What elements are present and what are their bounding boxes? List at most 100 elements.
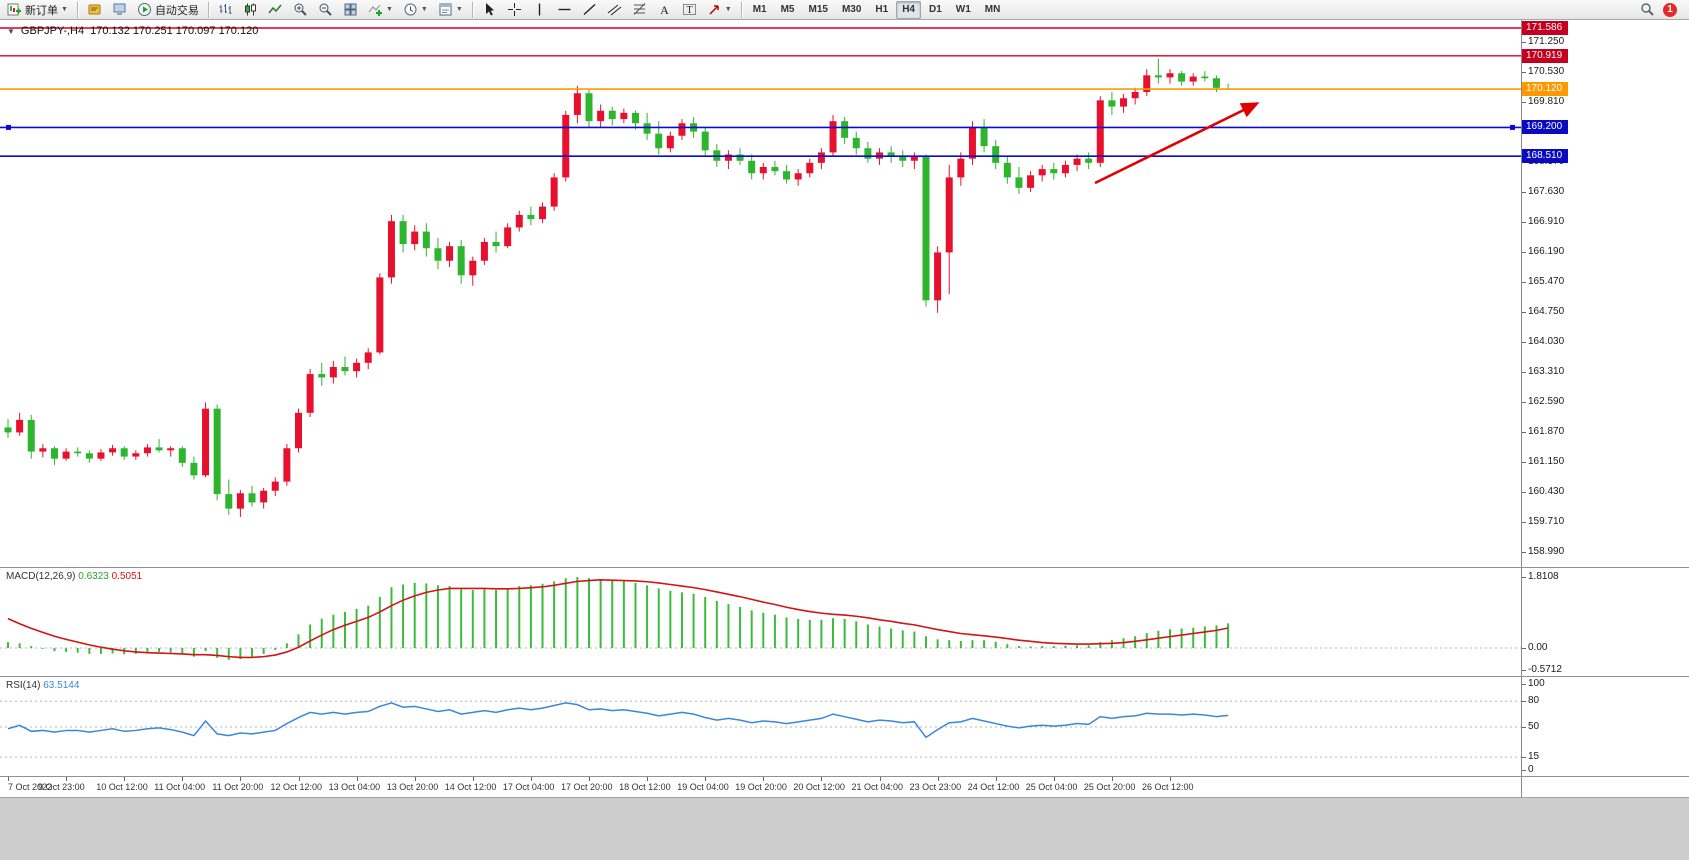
pane-separator-macd[interactable]: [0, 567, 1689, 568]
price-tick-label: 171.250: [1521, 35, 1565, 47]
bar-chart-button[interactable]: [214, 1, 237, 19]
text-label-tool-button[interactable]: T: [678, 1, 701, 19]
price-chart[interactable]: ▼ GBPJPY-,H4 170.132 170.251 170.097 170…: [0, 20, 1521, 797]
candle-body: [167, 448, 175, 451]
line-handle[interactable]: [6, 124, 11, 130]
candle-body: [934, 252, 942, 301]
terminal-icon: [113, 3, 126, 15]
toolbar-separator: [76, 1, 78, 18]
search-icon[interactable]: [1640, 2, 1655, 17]
timeframe-button-d1[interactable]: D1: [923, 1, 948, 19]
terminal-button[interactable]: [108, 1, 131, 19]
candle-body: [62, 451, 70, 459]
zoom-out-icon: [319, 3, 332, 16]
chevron-down-icon: ▼: [385, 6, 393, 13]
zoom-out-button[interactable]: [314, 1, 337, 19]
toolbar: 新订单 ▼ 自动交易 ▼ ▼ ▼: [0, 0, 1689, 20]
timeframe-button-m15[interactable]: M15: [803, 1, 834, 19]
text-tool-button[interactable]: A: [653, 1, 676, 19]
rsi-scale-label: 15: [1521, 750, 1540, 762]
notification-badge[interactable]: 1: [1663, 2, 1677, 17]
timeframe-button-w1[interactable]: W1: [950, 1, 977, 19]
fibonacci-tool-button[interactable]: [628, 1, 651, 19]
candle-body: [1201, 76, 1209, 79]
timeframe-button-m30[interactable]: M30: [836, 1, 867, 19]
chevron-down-icon: ▼: [455, 6, 463, 13]
macd-main-value: 0.6323: [78, 571, 109, 582]
candle-body: [980, 127, 988, 147]
time-tick: [763, 777, 765, 781]
time-axis-label: 11 Oct 04:00: [154, 782, 206, 792]
time-axis-label: 21 Oct 04:00: [851, 782, 904, 792]
templates-icon: [439, 3, 452, 16]
candle-body: [434, 248, 442, 261]
candle-body: [910, 156, 918, 161]
candle-body: [922, 156, 930, 301]
candle-body: [678, 123, 686, 136]
channel-tool-button[interactable]: [603, 1, 626, 19]
timeframe-button-h4[interactable]: H4: [896, 0, 921, 19]
timeframe-group: M1 M5 M15 M30 H1 H4 D1 W1 MN: [746, 0, 1008, 19]
candle-body: [97, 452, 105, 459]
time-tick: [1170, 777, 1171, 781]
candle-body: [1027, 175, 1035, 188]
candle-body: [260, 490, 268, 503]
tile-windows-button[interactable]: [339, 1, 362, 19]
one-click-trading-toggle[interactable]: ▼: [7, 26, 15, 36]
new-order-label: 新订单: [25, 4, 58, 17]
candle-body: [353, 362, 361, 372]
candle-body: [1131, 92, 1139, 99]
price-tick-label: 158.990: [1521, 546, 1565, 558]
candle-body: [539, 206, 547, 220]
templates-button[interactable]: ▼: [434, 1, 467, 19]
line-handle[interactable]: [1510, 124, 1515, 130]
macd-label: MACD(12,26,9) 0.6323 0.5051: [6, 571, 142, 582]
candle-body: [1154, 75, 1162, 78]
candle-body: [85, 453, 93, 459]
time-axis[interactable]: 7 Oct 2022 9 Oct 23:00 10 Oct 12:00 11 Oct …: [0, 777, 1521, 797]
candlestick-chart-button[interactable]: [239, 1, 262, 19]
time-axis-label: 24 Oct 12:00: [967, 782, 1020, 792]
candle-body: [1073, 158, 1081, 165]
cursor-tool-button[interactable]: [478, 1, 501, 19]
autotrading-button[interactable]: 自动交易: [133, 1, 203, 19]
price-scale[interactable]: 171.250170.530169.810169.090168.370167.6…: [1521, 20, 1689, 797]
bottom-strip: [0, 797, 1689, 860]
crosshair-tool-button[interactable]: [503, 1, 526, 19]
candle-body: [469, 260, 477, 276]
price-tick-label: 161.870: [1521, 426, 1565, 438]
metaeditor-button[interactable]: [83, 1, 106, 19]
rsi-scale-label: 0: [1522, 763, 1534, 775]
candle-body: [992, 146, 1000, 163]
candle-body: [1120, 98, 1128, 107]
horizontal-line-tool-button[interactable]: [553, 1, 576, 19]
trend-arrow[interactable]: [1094, 102, 1260, 185]
new-order-button[interactable]: 新订单 ▼: [3, 1, 72, 19]
price-tick-label: 163.310: [1521, 366, 1565, 378]
candle-body: [120, 448, 128, 457]
time-tick: [1111, 777, 1113, 781]
price-tick-label: 162.590: [1521, 396, 1565, 408]
time-axis-label: 23 Oct 23:00: [909, 782, 962, 792]
pane-separator-rsi[interactable]: [0, 676, 1689, 677]
indicators-button[interactable]: ▼: [364, 1, 397, 19]
candle-body: [492, 242, 500, 247]
chart-symbol-period: GBPJPY-,H4: [20, 25, 85, 37]
zoom-in-icon: [294, 3, 307, 16]
trendline-tool-button[interactable]: [578, 1, 601, 19]
chart-canvas[interactable]: [0, 20, 1521, 777]
vertical-line-tool-button[interactable]: [528, 1, 551, 19]
arrow-objects-button[interactable]: ▼: [703, 1, 736, 19]
candle-body: [329, 367, 337, 378]
timeframe-button-h1[interactable]: H1: [869, 1, 894, 19]
line-chart-button[interactable]: [264, 1, 287, 19]
timeframe-button-m5[interactable]: M5: [775, 1, 801, 19]
timeframe-button-m1[interactable]: M1: [747, 1, 773, 19]
periods-button[interactable]: ▼: [399, 1, 432, 19]
timeframe-button-mn[interactable]: MN: [979, 1, 1007, 19]
candle-body: [1143, 75, 1151, 92]
price-tick-label: 159.710: [1521, 516, 1565, 528]
zoom-in-button[interactable]: [289, 1, 312, 19]
candle-body: [109, 448, 117, 453]
time-axis-label: 20 Oct 12:00: [793, 782, 845, 792]
